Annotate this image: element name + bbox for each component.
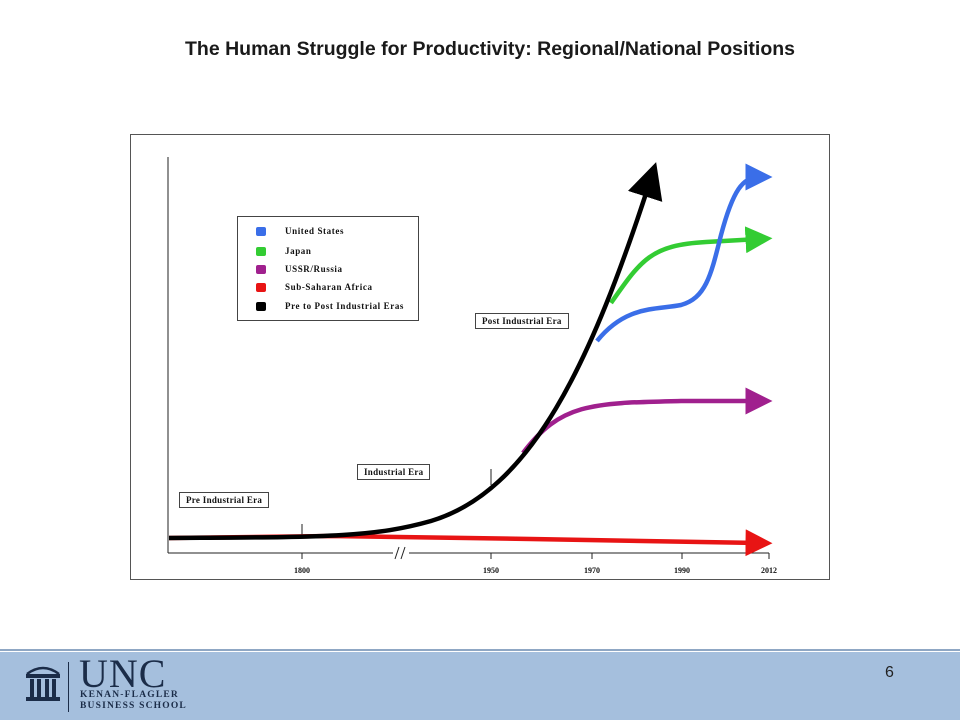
legend-label-eras: Pre to Post Industrial Eras — [285, 301, 405, 311]
logo-divider — [68, 662, 69, 712]
japan-curve — [609, 226, 773, 305]
axis-break-gap — [393, 548, 409, 558]
legend-label-ussr: USSR/Russia — [285, 264, 343, 274]
us-curve — [595, 163, 773, 343]
diagram-figure: United States Japan USSR/Russia Sub-Saha… — [130, 134, 830, 580]
legend-swatch-ussr — [256, 264, 266, 274]
legend-item-eras: Pre to Post Industrial Eras — [256, 299, 404, 313]
footer-bar — [0, 652, 960, 720]
x-tick-label-2012: 2012 — [761, 566, 777, 575]
legend-item-japan: Japan — [256, 244, 312, 258]
logo-school-line1: KENAN-FLAGLER — [80, 690, 179, 700]
ussr-curve — [521, 387, 773, 455]
slide-title: The Human Struggle for Productivity: Reg… — [185, 38, 795, 60]
era-label-industrial: Industrial Era — [357, 464, 431, 480]
logo-wordmark: UNC — [79, 651, 167, 696]
diagram-canvas — [167, 157, 773, 560]
page-number: 6 — [885, 664, 894, 681]
legend-swatch-japan — [256, 246, 266, 256]
legend-swatch-us — [256, 226, 266, 236]
eras-curve — [168, 162, 663, 541]
era-label-post-industrial: Post Industrial Era — [475, 313, 569, 329]
logo-school-line2: BUSINESS SCHOOL — [80, 701, 187, 711]
legend-label-africa: Sub-Saharan Africa — [285, 282, 373, 292]
x-tick-label-1950: 1950 — [483, 566, 499, 575]
x-tick-label-1800: 1800 — [294, 566, 310, 575]
legend-item-us: United States — [256, 224, 344, 238]
x-tick-label-1970: 1970 — [584, 566, 600, 575]
x-tick-label-1990: 1990 — [674, 566, 690, 575]
legend: United States Japan USSR/Russia Sub-Saha… — [237, 216, 419, 321]
legend-swatch-eras — [256, 301, 266, 311]
footer-divider — [0, 649, 960, 651]
old-well-logo-icon — [26, 666, 60, 701]
legend-item-africa: Sub-Saharan Africa — [256, 280, 373, 294]
axis-break-mark-1 — [394, 546, 400, 560]
legend-swatch-africa — [256, 282, 266, 292]
axis-break-mark-2 — [400, 546, 406, 560]
legend-label-japan: Japan — [285, 246, 312, 256]
era-label-pre-industrial: Pre Industrial Era — [179, 492, 270, 508]
legend-item-ussr: USSR/Russia — [256, 262, 343, 276]
legend-label-us: United States — [285, 226, 345, 236]
